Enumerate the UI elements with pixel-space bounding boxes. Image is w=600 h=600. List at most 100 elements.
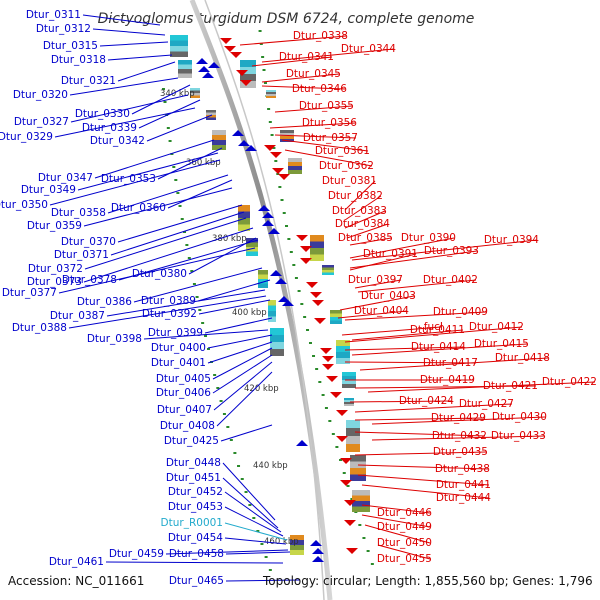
gene-block <box>170 40 188 46</box>
reverse-strand-arrow <box>258 205 270 211</box>
scale-dot <box>292 264 296 266</box>
scale-tick-label: 420 kbp <box>244 384 279 394</box>
right-leader-line <box>349 237 455 259</box>
scale-dot <box>187 257 191 259</box>
gene-block <box>342 376 356 380</box>
scale-dot <box>258 30 262 32</box>
forward-strand-arrow <box>314 318 326 324</box>
scale-dot <box>324 407 328 409</box>
left-leader-line <box>82 14 161 26</box>
gene-block <box>342 384 356 388</box>
scale-dot <box>178 205 182 207</box>
left-gene-labels: Dtur_0311 Dtur_0312 Dtur_0315 Dtur_0318 Dtur… <box>0 9 224 587</box>
reverse-strand-arrow <box>232 130 244 136</box>
scale-tick-label: 440 kbp <box>253 461 288 471</box>
left-leader-line <box>213 361 273 411</box>
forward-strand-arrow <box>220 38 232 44</box>
left-leader-line <box>220 424 273 442</box>
gene-block <box>190 95 200 98</box>
scale-dot <box>180 218 184 220</box>
scale-dot <box>328 420 332 422</box>
reverse-strand-arrow <box>312 556 324 562</box>
gene-label: Dtur_0409 <box>433 306 488 318</box>
gene-label: Dtur_0411 <box>410 324 465 336</box>
forward-strand-arrow <box>300 258 312 264</box>
left-leader-line <box>70 94 189 123</box>
left-leader-line <box>138 99 201 129</box>
left-leader-line <box>77 152 219 191</box>
scale-dot <box>346 485 350 487</box>
right-leader-line <box>349 400 453 403</box>
gene-label: Dtur_0399 <box>148 327 203 339</box>
scale-dot <box>282 212 286 214</box>
left-leader-lines <box>49 14 301 582</box>
gene-block <box>266 92 276 94</box>
scale-dot <box>362 537 366 539</box>
scale-dot <box>342 472 346 474</box>
gene-label: Dtur_0455 <box>377 553 432 565</box>
scale-dot <box>166 127 170 129</box>
gene-label: Dtur_0360 <box>111 202 166 214</box>
gene-block <box>190 90 200 93</box>
scale-dot <box>280 199 284 201</box>
right-leader-line <box>239 35 347 46</box>
gene-label: Dtur_0320 <box>13 89 68 101</box>
gene-label: Dtur_0370 <box>61 236 116 248</box>
right-leader-line <box>349 237 392 246</box>
scale-dot <box>300 303 304 305</box>
left-leader-line <box>94 139 215 179</box>
right-leader-line <box>349 253 417 271</box>
scale-dot <box>294 277 298 279</box>
right-leader-line <box>354 451 487 456</box>
reverse-strand-arrow <box>268 228 280 234</box>
scale-dot <box>370 563 374 565</box>
right-leader-line <box>354 417 485 421</box>
gene-label: Dtur_0315 <box>43 40 98 52</box>
forward-strand-arrow <box>336 436 348 442</box>
gene-block <box>268 316 276 322</box>
reverse-strand-arrow <box>262 220 274 226</box>
scale-dot <box>190 270 194 272</box>
gene-block <box>206 115 216 118</box>
scale-dot <box>321 394 325 396</box>
gene-block <box>212 140 226 145</box>
gene-block <box>330 313 342 317</box>
right-leader-line <box>344 180 376 211</box>
right-leader-line <box>357 474 490 486</box>
gene-label: Dtur_0397 <box>348 274 403 286</box>
right-leader-line <box>284 149 373 167</box>
gene-block <box>258 274 268 279</box>
scale-dot <box>219 400 223 402</box>
scale-dots <box>161 30 374 571</box>
genome-summary-text: Topology: circular; Length: 1,855,560 bp… <box>262 574 593 588</box>
gene-label: Dtur_0338 <box>293 30 348 42</box>
gene-block <box>352 490 370 496</box>
left-leader-line <box>212 347 273 380</box>
scale-dot <box>174 179 178 181</box>
reverse-strand-arrow <box>208 62 220 68</box>
forward-strand-arrow <box>230 52 242 58</box>
gene-block <box>280 133 294 136</box>
gene-block <box>346 444 360 452</box>
scale-dot <box>201 322 205 324</box>
gene-label: fucI <box>424 321 443 333</box>
gene-block <box>352 501 370 507</box>
gene-label: Dtur_0412 <box>469 321 524 333</box>
gene-block <box>280 130 294 133</box>
left-leader-line <box>207 334 273 349</box>
gene-label: Dtur_0347 <box>38 172 93 184</box>
gene-block <box>352 506 370 512</box>
gene-block <box>344 404 354 406</box>
right-leader-line <box>357 464 489 470</box>
left-leader-line <box>84 217 247 270</box>
gene-block <box>330 320 342 324</box>
gene-block <box>178 60 192 65</box>
right-leader-line <box>251 56 333 67</box>
gene-label: Dtur_0373 <box>27 276 82 288</box>
forward-strand-arrow <box>322 364 334 370</box>
gene-block <box>310 235 324 242</box>
gene-label: Dtur_0417 <box>423 357 478 369</box>
forward-strand-arrow <box>278 174 290 180</box>
reverse-strand-arrow <box>202 72 214 78</box>
reverse-strand-arrow <box>278 296 290 302</box>
